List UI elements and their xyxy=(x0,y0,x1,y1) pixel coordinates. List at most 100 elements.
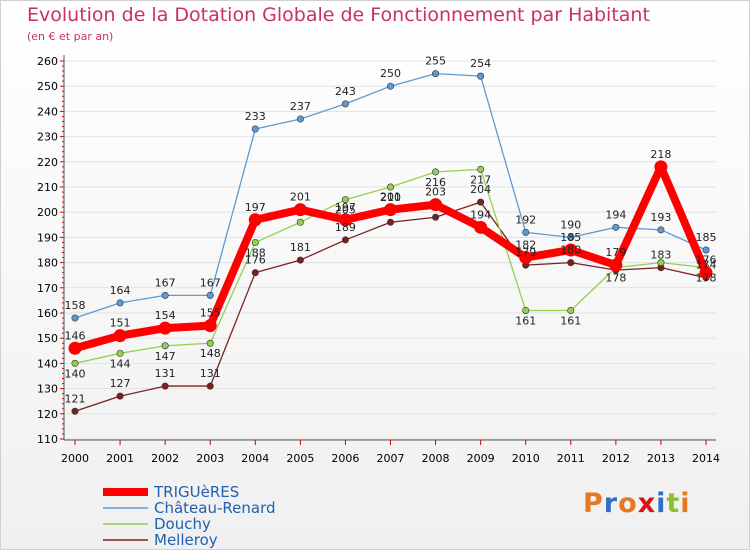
data-point-Melleroy-2008 xyxy=(432,213,440,221)
data-point-TRIGUèRES-2012 xyxy=(609,258,623,272)
data-label-Douchy-2000: 140 xyxy=(65,367,86,380)
data-label-Douchy-2011: 161 xyxy=(560,314,581,327)
data-point-Melleroy-2002 xyxy=(161,382,169,390)
data-label-Douchy-2007: 210 xyxy=(380,191,401,204)
data-label-Melleroy-2014: 174 xyxy=(696,259,717,272)
legend-label-Douchy: Douchy xyxy=(154,515,211,533)
data-label-Melleroy-2013: 183 xyxy=(650,249,671,262)
data-label-Douchy-2004: 188 xyxy=(245,246,266,259)
data-point-Melleroy-2000 xyxy=(71,407,79,415)
data-point-TRIGUèRES-2001 xyxy=(113,329,127,343)
y-tick-label-230: 230 xyxy=(37,131,58,144)
data-point-Château-Renard-2009 xyxy=(477,72,485,80)
x-tick-label-2013: 2013 xyxy=(647,452,675,465)
chart-subtitle: (en € et par an) xyxy=(27,30,114,43)
data-point-Douchy-2006 xyxy=(341,196,349,204)
data-label-Château-Renard-2008: 255 xyxy=(425,55,446,68)
data-label-Melleroy-2009: 204 xyxy=(470,183,491,196)
data-label-Douchy-2002: 147 xyxy=(155,350,176,363)
data-point-TRIGUèRES-2013 xyxy=(654,160,668,174)
x-tick-label-2007: 2007 xyxy=(377,452,405,465)
data-label-Château-Renard-2012: 194 xyxy=(605,208,626,221)
x-tick-label-2009: 2009 xyxy=(467,452,495,465)
y-tick-label-190: 190 xyxy=(37,231,58,244)
data-label-Douchy-2003: 148 xyxy=(200,347,221,360)
data-label-TRIGUèRES-2007: 201 xyxy=(380,191,401,204)
data-label-Château-Renard-2011: 190 xyxy=(560,218,581,231)
logo-letter: P xyxy=(583,488,604,519)
data-point-Melleroy-2009 xyxy=(477,198,485,206)
x-tick-label-2010: 2010 xyxy=(512,452,540,465)
chart-title: Evolution de la Dotation Globale de Fonc… xyxy=(27,4,650,26)
data-label-TRIGUèRES-2001: 151 xyxy=(110,317,131,330)
data-point-Melleroy-2006 xyxy=(341,236,349,244)
data-point-Douchy-2005 xyxy=(296,218,304,226)
x-tick-label-2004: 2004 xyxy=(241,452,269,465)
y-tick-label-170: 170 xyxy=(37,282,58,295)
data-point-Douchy-2008 xyxy=(432,168,440,176)
data-label-Château-Renard-2010: 192 xyxy=(515,213,536,226)
y-tick-label-260: 260 xyxy=(37,55,58,68)
data-label-Melleroy-2006: 189 xyxy=(335,221,356,234)
data-point-TRIGUèRES-2010 xyxy=(519,251,533,265)
data-label-TRIGUèRES-2009: 194 xyxy=(470,208,491,221)
data-point-Château-Renard-2014 xyxy=(702,246,710,254)
data-label-TRIGUèRES-2005: 201 xyxy=(290,191,311,204)
x-tick-label-2012: 2012 xyxy=(602,452,630,465)
y-tick-label-200: 200 xyxy=(37,206,58,219)
x-tick-label-2014: 2014 xyxy=(692,452,720,465)
data-point-Château-Renard-2011 xyxy=(567,233,575,241)
logo-letter: t xyxy=(666,488,681,519)
data-point-TRIGUèRES-2014 xyxy=(699,266,713,280)
data-label-TRIGUèRES-2010: 182 xyxy=(515,239,536,252)
data-point-Château-Renard-2000 xyxy=(71,314,79,322)
x-tick-label-2008: 2008 xyxy=(422,452,450,465)
data-point-Douchy-2010 xyxy=(522,306,530,314)
data-point-Château-Renard-2007 xyxy=(386,82,394,90)
logo-letter: x xyxy=(637,488,657,519)
data-point-TRIGUèRES-2009 xyxy=(474,220,488,234)
data-label-TRIGUèRES-2002: 154 xyxy=(155,309,176,322)
logo-letter: r xyxy=(603,488,619,519)
data-label-Château-Renard-2003: 167 xyxy=(200,276,221,289)
proxiti-logo: Proxiti xyxy=(583,488,691,519)
data-label-TRIGUèRES-2006: 197 xyxy=(335,201,356,214)
data-point-Château-Renard-2003 xyxy=(206,291,214,299)
data-label-TRIGUèRES-2008: 203 xyxy=(425,186,446,199)
data-point-Melleroy-2003 xyxy=(206,382,214,390)
data-point-Melleroy-2007 xyxy=(386,218,394,226)
data-label-Château-Renard-2000: 158 xyxy=(65,299,86,312)
y-tick-label-160: 160 xyxy=(37,307,58,320)
data-label-Melleroy-2002: 131 xyxy=(155,367,176,380)
data-point-Douchy-2009 xyxy=(477,165,485,173)
data-point-Château-Renard-2006 xyxy=(341,100,349,108)
data-point-Château-Renard-2005 xyxy=(296,115,304,123)
data-label-Château-Renard-2006: 243 xyxy=(335,85,356,98)
data-point-Château-Renard-2001 xyxy=(116,299,124,307)
data-label-Melleroy-2001: 127 xyxy=(110,377,131,390)
data-point-TRIGUèRES-2005 xyxy=(293,203,307,217)
data-point-Douchy-2013 xyxy=(657,259,665,267)
data-point-Douchy-2004 xyxy=(251,238,259,246)
data-label-Douchy-2010: 161 xyxy=(515,314,536,327)
x-tick-label-2003: 2003 xyxy=(196,452,224,465)
data-point-TRIGUèRES-2004 xyxy=(248,213,262,227)
data-point-Château-Renard-2002 xyxy=(161,291,169,299)
data-point-Douchy-2000 xyxy=(71,359,79,367)
data-point-Douchy-2003 xyxy=(206,339,214,347)
data-point-TRIGUèRES-2000 xyxy=(68,341,82,355)
data-label-TRIGUèRES-2003: 155 xyxy=(200,307,221,320)
data-label-Douchy-2014: 178 xyxy=(696,272,717,285)
data-label-Douchy-2001: 144 xyxy=(110,357,131,370)
y-tick-label-140: 140 xyxy=(37,357,58,370)
logo-letter: i xyxy=(656,488,667,519)
data-point-Melleroy-2001 xyxy=(116,392,124,400)
data-label-Douchy-2012: 178 xyxy=(605,272,626,285)
y-tick-label-240: 240 xyxy=(37,105,58,118)
data-label-Château-Renard-2007: 250 xyxy=(380,67,401,80)
data-label-Château-Renard-2002: 167 xyxy=(155,276,176,289)
data-point-Château-Renard-2008 xyxy=(432,70,440,78)
data-label-Melleroy-2005: 181 xyxy=(290,241,311,254)
logo-letter: o xyxy=(618,488,638,519)
